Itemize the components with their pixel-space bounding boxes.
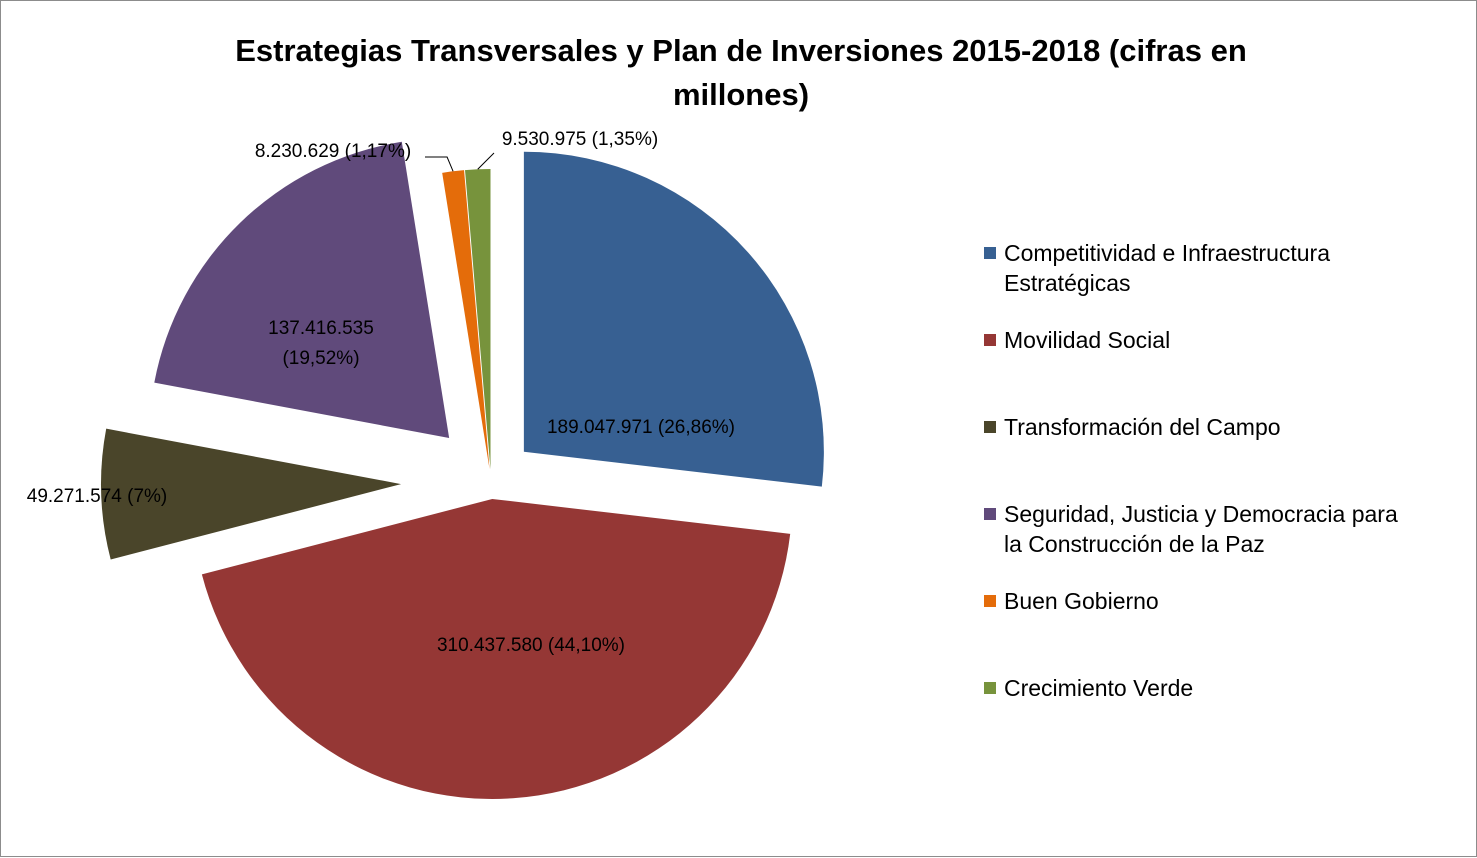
data-label: 137.416.535 (19,52%) xyxy=(268,318,374,369)
legend-swatch xyxy=(984,247,996,259)
legend-swatch xyxy=(984,682,996,694)
data-label: 9.530.975 (1,35%) xyxy=(502,129,658,150)
pie-slice xyxy=(523,151,824,487)
legend-swatch xyxy=(984,508,996,520)
data-label: 189.047.971 (26,86%) xyxy=(547,417,735,438)
data-label: 49.271.574 (7%) xyxy=(27,486,168,507)
chart-title: Estrategias Transversales y Plan de Inve… xyxy=(235,33,1247,112)
pie-slice xyxy=(154,141,450,439)
legend-label: Buen Gobierno xyxy=(1004,588,1159,614)
pie-slice xyxy=(442,170,490,470)
legend-label: Transformación del Campo xyxy=(1004,414,1281,440)
legend-swatch xyxy=(984,421,996,433)
leader-line xyxy=(477,152,495,170)
data-label: 310.437.580 (44,10%) xyxy=(437,635,625,656)
legend-swatch xyxy=(984,595,996,607)
legend-label: Movilidad Social xyxy=(1004,327,1171,353)
legend-label: Seguridad, Justicia y Democracia para la… xyxy=(1004,501,1398,557)
legend-label: Crecimiento Verde xyxy=(1004,675,1194,701)
legend-swatch xyxy=(984,334,996,346)
pie-slice xyxy=(101,428,402,560)
legend-label: Competitividad e Infraestructura Estraté… xyxy=(1004,240,1330,296)
pie-slice xyxy=(464,169,491,470)
leader-line xyxy=(425,156,454,172)
pie-slice xyxy=(201,498,791,799)
data-label: 8.230.629 (1,17%) xyxy=(255,141,411,162)
